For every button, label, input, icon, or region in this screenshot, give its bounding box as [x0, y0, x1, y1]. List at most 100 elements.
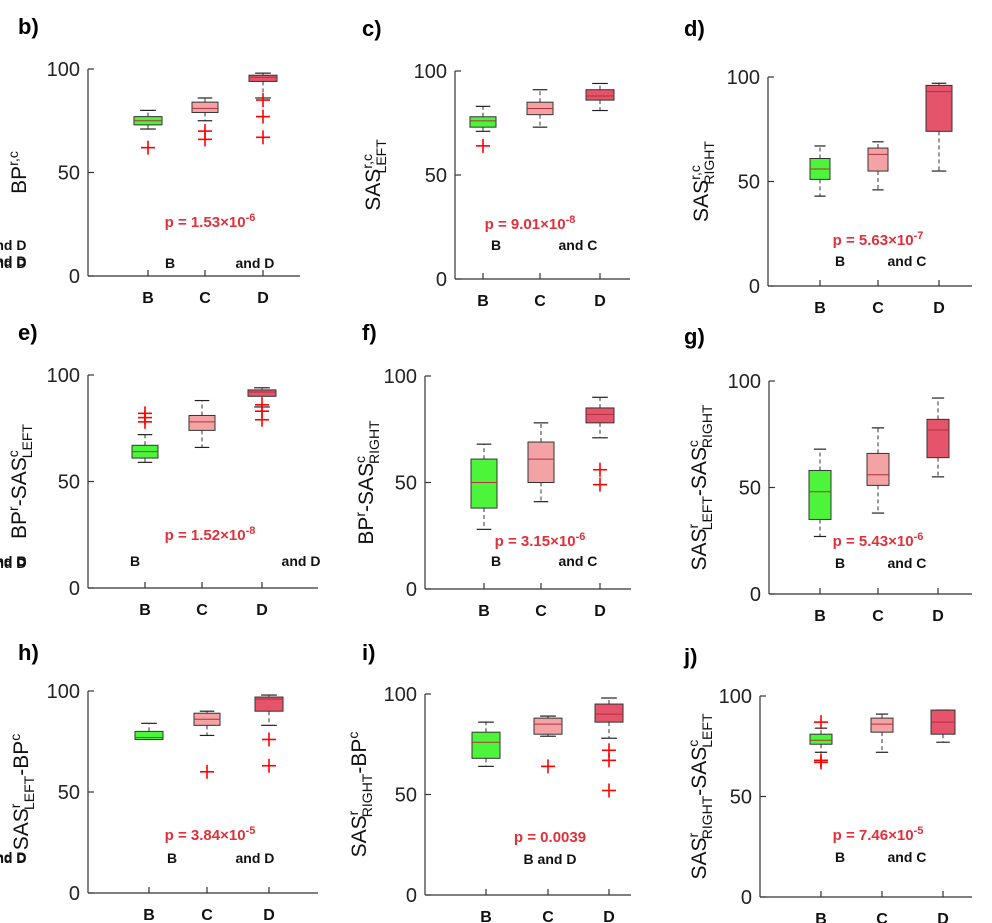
significant-pair: B and C: [835, 253, 926, 269]
box-iqr: [585, 407, 615, 424]
outlier-point: [814, 715, 828, 730]
y-axis-label: SASr,cRIGHT: [687, 141, 717, 222]
y-tick-label: 0: [741, 887, 752, 909]
box-D: [248, 72, 278, 145]
panel-d: d) 0 50 100 B C D SASr,cRIGHT p = 5.63×10-7 B and…: [0, 16, 972, 317]
y-tick-label: 100: [47, 59, 80, 81]
box-B: [470, 443, 498, 530]
outlier-point: [256, 109, 270, 124]
y-axis-label: BPr-SAScRIGHT: [352, 420, 382, 545]
box-D: [930, 709, 956, 743]
box-C: [527, 422, 555, 503]
category-label: C: [872, 300, 884, 317]
y-tick-label: 50: [58, 782, 80, 804]
box-D: [585, 396, 615, 492]
significant-pair: C and D: [0, 255, 26, 271]
panel-j: j) 0 50 100 B C D SASrRIGHT-SAScLEFT p = 7.46×10…: [0, 644, 972, 923]
y-tick-label: 50: [395, 473, 417, 495]
outlier-point: [138, 406, 152, 421]
outlier-point: [200, 764, 214, 779]
y-tick-label: 100: [384, 684, 417, 706]
category-label: B: [477, 293, 489, 310]
box-iqr: [533, 717, 563, 735]
y-tick-label: 50: [730, 787, 752, 809]
p-value: p = 9.01×10-8: [485, 214, 576, 233]
y-tick-label: 0: [749, 276, 760, 298]
box-iqr: [134, 730, 164, 740]
category-label: B: [478, 603, 490, 620]
significant-pair: B and C: [0, 553, 26, 569]
box-C: [867, 141, 889, 191]
category-label: C: [199, 290, 211, 307]
y-tick-label: 100: [727, 67, 760, 89]
category-label: C: [876, 911, 888, 923]
significant-pair: B and D: [0, 553, 26, 569]
p-value: p = 3.15×10-6: [495, 531, 586, 550]
category-label: B: [815, 911, 827, 923]
y-axis-label: SASrRIGHT-SAScLEFT: [685, 713, 715, 879]
box-C: [193, 710, 221, 779]
box-iqr: [809, 733, 833, 745]
y-tick-label: 100: [47, 365, 80, 387]
y-axis-label: SASrRIGHT-BPc: [345, 732, 375, 858]
box-B: [809, 145, 831, 197]
box-iqr: [470, 458, 498, 509]
panel-c: c) 0 50 100 B C D SASr,cLEFT p = 9.01×10-8 B and …: [0, 16, 630, 310]
box-iqr: [594, 703, 624, 723]
box-C: [533, 715, 563, 774]
panel-g: g) 0 50 100 B C D SASrLEFT-SAScRIGHT p = 5.43×10…: [0, 324, 972, 625]
outlier-point: [602, 783, 616, 798]
outlier-point: [814, 753, 828, 768]
panel-letter: d): [684, 16, 705, 41]
p-value: p = 5.43×10-6: [833, 531, 924, 550]
y-tick-label: 100: [719, 686, 752, 708]
panel-letter: c): [362, 16, 382, 41]
y-axis-label: SASr,cLEFT: [359, 139, 389, 211]
box-B: [133, 109, 163, 155]
y-tick-label: 50: [58, 163, 80, 185]
significant-pair: B and D: [524, 851, 577, 867]
panel-letter: f): [362, 320, 377, 345]
significant-pair: B and D: [167, 850, 274, 866]
box-iqr: [808, 469, 832, 520]
box-iqr: [248, 74, 278, 82]
category-label: D: [256, 602, 268, 619]
outlier-point: [256, 130, 270, 145]
box-iqr: [926, 418, 950, 459]
category-label: D: [937, 911, 949, 923]
category-label: B: [814, 608, 826, 625]
y-tick-label: 0: [406, 885, 417, 907]
category-label: B: [480, 909, 492, 923]
p-value: p = 5.63×10-7: [833, 230, 924, 249]
box-iqr: [247, 389, 277, 397]
y-tick-label: 100: [414, 61, 447, 83]
panel-e: e) 0 50 100 B C D BPr-SAScLEFT p = 1.52×10-8 B an…: [0, 320, 320, 619]
box-iqr: [870, 717, 894, 733]
box-iqr: [254, 696, 284, 712]
box-C: [866, 427, 890, 514]
p-value: p = 0.0039: [514, 829, 586, 846]
category-label: D: [603, 909, 615, 923]
significant-pair: B and C: [491, 237, 597, 253]
y-tick-label: 0: [69, 266, 80, 288]
panel-i: i) 0 50 100 B C D SASrRIGHT-BPc p = 0.0039 B and …: [345, 640, 631, 923]
box-B: [808, 448, 832, 538]
significant-pair: B and D: [165, 255, 274, 271]
box-iqr: [471, 731, 501, 759]
y-axis-label: SASrLEFT-SAScRIGHT: [685, 404, 715, 570]
y-tick-label: 0: [69, 883, 80, 905]
panel-letter: e): [18, 320, 38, 345]
panel-f: f) 0 50 100 B C D BPr-SAScRIGHT p = 3.15×10-6 B a…: [0, 320, 631, 620]
p-value: p = 1.53×10-6: [165, 212, 256, 231]
box-D: [247, 387, 277, 427]
panel-letter: g): [684, 324, 705, 349]
box-C: [191, 97, 219, 147]
outlier-point: [141, 140, 155, 155]
box-iqr: [191, 101, 219, 113]
category-label: D: [933, 300, 945, 317]
y-tick-label: 0: [436, 269, 447, 291]
category-label: C: [535, 603, 547, 620]
outlier-point: [255, 397, 269, 412]
box-D: [594, 697, 624, 798]
